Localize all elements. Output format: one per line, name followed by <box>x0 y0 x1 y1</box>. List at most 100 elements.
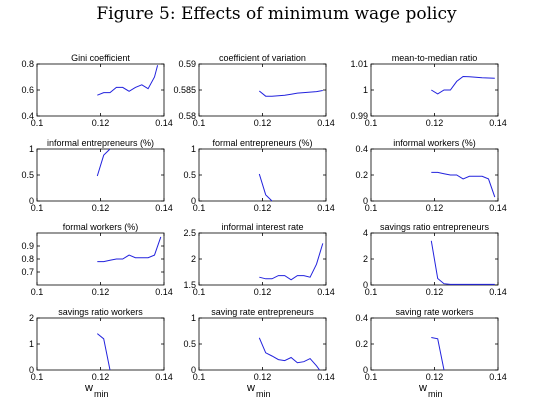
axes-box <box>198 232 327 286</box>
y-tick-label: 0.5 <box>183 170 196 180</box>
y-tick-label: 0 <box>363 365 368 375</box>
x-tick-label: 0.1 <box>193 372 206 382</box>
subplot-10: savings ratio workers 0.1 0.12 0.14 0 1 2 <box>29 307 173 382</box>
subplot-title: formal entrepreneurs (%) <box>212 138 312 148</box>
y-tick-label: 1 <box>29 144 34 154</box>
x-tick-label: 0.12 <box>92 372 110 382</box>
subplot-title: coefficient of variation <box>219 53 306 63</box>
x-tick-label: 0.1 <box>193 118 206 128</box>
subplot-3: mean-to-median ratio 0.1 0.12 0.14 0.99 1 1.01 <box>350 53 506 128</box>
series-line <box>259 243 324 281</box>
x-tick-label: 0.1 <box>365 287 378 297</box>
series-line <box>430 240 495 285</box>
x-tick-label: 0.1 <box>31 118 44 128</box>
series-line <box>431 75 495 95</box>
x-tick-label: 0.14 <box>317 287 335 297</box>
y-tick-label: 2 <box>191 254 196 264</box>
axes-box <box>370 63 499 117</box>
subplot-title: savings ratio workers <box>58 307 143 317</box>
y-tick-label: 2 <box>29 313 34 323</box>
x-axis-label: w <box>246 382 255 394</box>
x-tick-label: 0.1 <box>31 203 44 213</box>
y-tick-label: 0.4 <box>21 111 34 121</box>
x-tick-label: 0.1 <box>365 203 378 213</box>
y-tick-label: 0.59 <box>178 59 196 69</box>
y-tick-label: 1.5 <box>183 280 196 290</box>
y-tick-label: 1 <box>363 85 368 95</box>
y-tick-label: 0.2 <box>355 339 368 349</box>
series-line <box>96 333 111 371</box>
subplot-title: informal workers (%) <box>393 138 476 148</box>
y-tick-label: 2 <box>363 254 368 264</box>
y-tick-label: 0 <box>363 280 368 290</box>
y-tick-label: 0.4 <box>355 144 368 154</box>
y-tick-label: 0.99 <box>350 111 368 121</box>
axes-box <box>198 317 327 371</box>
x-tick-label: 0.14 <box>489 372 507 382</box>
subplot-title: informal interest rate <box>221 222 303 232</box>
y-tick-label: 1 <box>191 313 196 323</box>
y-tick-label: 1 <box>191 144 196 154</box>
axes-box <box>36 63 165 117</box>
y-tick-label: 0 <box>191 365 196 375</box>
x-tick-label: 0.1 <box>31 287 44 297</box>
x-axis-label-subscript: min <box>428 389 443 399</box>
x-tick-label: 0.14 <box>155 372 173 382</box>
x-tick-label: 0.12 <box>92 203 110 213</box>
axes-box <box>198 148 327 202</box>
series-line <box>96 148 111 177</box>
y-tick-label: 0 <box>191 196 196 206</box>
x-axis-label: w <box>418 382 427 394</box>
x-tick-label: 0.1 <box>31 372 44 382</box>
subplot-5: formal entrepreneurs (%) 0.1 0.12 0.14 0 0.5 1 <box>183 138 334 213</box>
y-tick-label: 0.5 <box>21 170 34 180</box>
x-tick-label: 0.14 <box>155 203 173 213</box>
y-tick-label: 0.8 <box>21 59 34 69</box>
axes-box <box>36 317 165 371</box>
x-tick-label: 0.12 <box>426 203 444 213</box>
x-tick-label: 0.14 <box>489 203 507 213</box>
subplot-title: saving rate entrepreneurs <box>211 307 314 317</box>
subplot-4: informal entrepreneurs (%) 0.1 0.12 0.14 0 0.… <box>21 138 172 213</box>
x-tick-label: 0.14 <box>317 372 335 382</box>
x-tick-label: 0.14 <box>317 203 335 213</box>
x-tick-label: 0.12 <box>92 287 110 297</box>
series-line <box>431 337 445 371</box>
x-tick-label: 0.14 <box>489 287 507 297</box>
series-line <box>258 337 321 371</box>
x-tick-label: 0.14 <box>155 118 173 128</box>
x-tick-label: 0.12 <box>426 372 444 382</box>
y-tick-label: 0.4 <box>355 313 368 323</box>
x-tick-label: 0.12 <box>92 118 110 128</box>
x-tick-label: 0.14 <box>317 118 335 128</box>
y-tick-label: 0.58 <box>178 111 196 121</box>
subplot-7: formal workers (%) 0.1 0.12 0.14 0.7 0.8 0.9 <box>21 222 172 297</box>
x-tick-label: 0.12 <box>426 118 444 128</box>
y-tick-label: 0 <box>363 196 368 206</box>
series-line <box>97 236 162 263</box>
subplot-title: savings ratio entrepreneurs <box>380 222 490 232</box>
x-axis-label-subscript: min <box>94 389 109 399</box>
series-line <box>258 90 323 97</box>
subplot-title: Gini coefficient <box>71 53 130 63</box>
y-tick-label: 0 <box>29 196 34 206</box>
axes-box <box>198 63 327 117</box>
x-tick-label: 0.1 <box>193 203 206 213</box>
subplot-11: saving rate entrepreneurs 0.1 0.12 0.14 0 0.5… <box>183 307 334 382</box>
series-line <box>97 65 159 96</box>
x-tick-label: 0.12 <box>426 287 444 297</box>
figure-title: Figure 5: Effects of minimum wage policy <box>96 4 457 24</box>
y-tick-label: 0.7 <box>21 267 34 277</box>
axes-box <box>36 148 165 202</box>
y-tick-label: 0.6 <box>21 85 34 95</box>
axes-box <box>370 317 499 371</box>
subplot-1: Gini coefficient 0.1 0.12 0.14 0.4 0.6 0.8 <box>21 53 172 128</box>
x-tick-label: 0.14 <box>155 287 173 297</box>
y-tick-label: 1.01 <box>350 59 368 69</box>
axes-box <box>370 148 499 202</box>
x-tick-label: 0.12 <box>254 287 272 297</box>
y-tick-label: 0.8 <box>21 254 34 264</box>
subplot-title: saving rate workers <box>395 307 474 317</box>
x-tick-label: 0.12 <box>254 372 272 382</box>
